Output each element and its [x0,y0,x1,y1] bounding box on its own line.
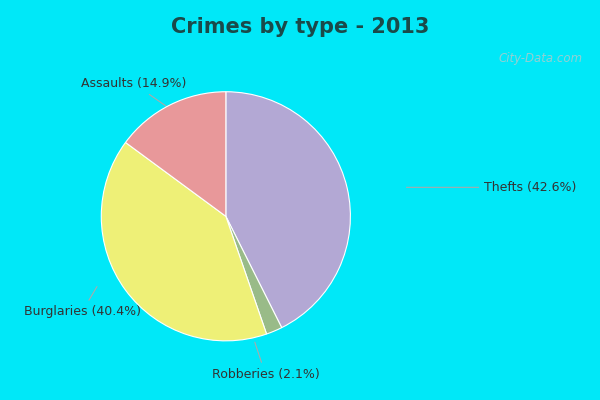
Wedge shape [101,142,266,341]
Text: Assaults (14.9%): Assaults (14.9%) [81,77,187,110]
Text: Burglaries (40.4%): Burglaries (40.4%) [23,286,140,318]
Text: Robberies (2.1%): Robberies (2.1%) [212,342,319,381]
Text: Crimes by type - 2013: Crimes by type - 2013 [171,17,429,37]
Wedge shape [125,92,226,216]
Text: City-Data.com: City-Data.com [498,52,582,65]
Wedge shape [226,92,350,328]
Wedge shape [226,216,281,334]
Text: Thefts (42.6%): Thefts (42.6%) [406,181,577,194]
